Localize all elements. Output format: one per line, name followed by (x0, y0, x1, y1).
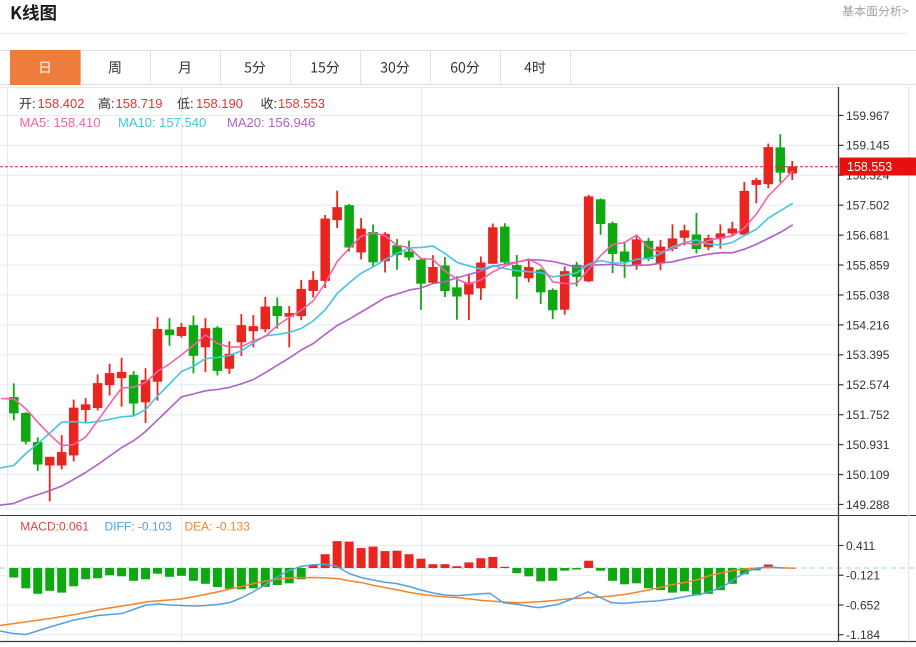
svg-text:MACD:0.061: MACD:0.061 (20, 520, 89, 534)
svg-text::: : (190, 96, 194, 111)
svg-text:150.931: 150.931 (846, 438, 890, 452)
svg-text:155.859: 155.859 (846, 258, 890, 272)
svg-text:158.553: 158.553 (847, 160, 892, 174)
svg-text:-0.652: -0.652 (846, 598, 880, 612)
svg-text:159.145: 159.145 (846, 139, 890, 153)
svg-text:158.719: 158.719 (116, 96, 163, 111)
svg-text:149.288: 149.288 (846, 498, 890, 512)
svg-text:-1.184: -1.184 (846, 628, 880, 642)
svg-text:MA20: 156.946: MA20: 156.946 (227, 115, 315, 130)
svg-text:150.109: 150.109 (846, 468, 890, 482)
svg-text:155.038: 155.038 (846, 288, 890, 302)
svg-text:157.502: 157.502 (846, 199, 890, 213)
svg-text::: : (274, 96, 278, 111)
svg-text:MA10: 157.540: MA10: 157.540 (118, 115, 206, 130)
svg-text:151.752: 151.752 (846, 408, 890, 422)
svg-text:156.681: 156.681 (846, 229, 890, 243)
svg-text:MA5: 158.410: MA5: 158.410 (20, 115, 101, 130)
svg-text:154.216: 154.216 (846, 318, 890, 332)
svg-text:DIFF: -0.103: DIFF: -0.103 (105, 520, 173, 534)
svg-text:158.553: 158.553 (278, 96, 325, 111)
svg-text:DEA: -0.133: DEA: -0.133 (185, 520, 251, 534)
svg-text::: : (111, 96, 115, 111)
svg-text:0.411: 0.411 (846, 539, 875, 553)
svg-text:159.967: 159.967 (846, 109, 890, 123)
svg-text:152.574: 152.574 (846, 378, 890, 392)
svg-text:-0.121: -0.121 (846, 569, 880, 583)
svg-text:158.402: 158.402 (38, 96, 85, 111)
svg-text:153.395: 153.395 (846, 348, 890, 362)
svg-text:158.190: 158.190 (196, 96, 243, 111)
svg-text::: : (32, 96, 36, 111)
